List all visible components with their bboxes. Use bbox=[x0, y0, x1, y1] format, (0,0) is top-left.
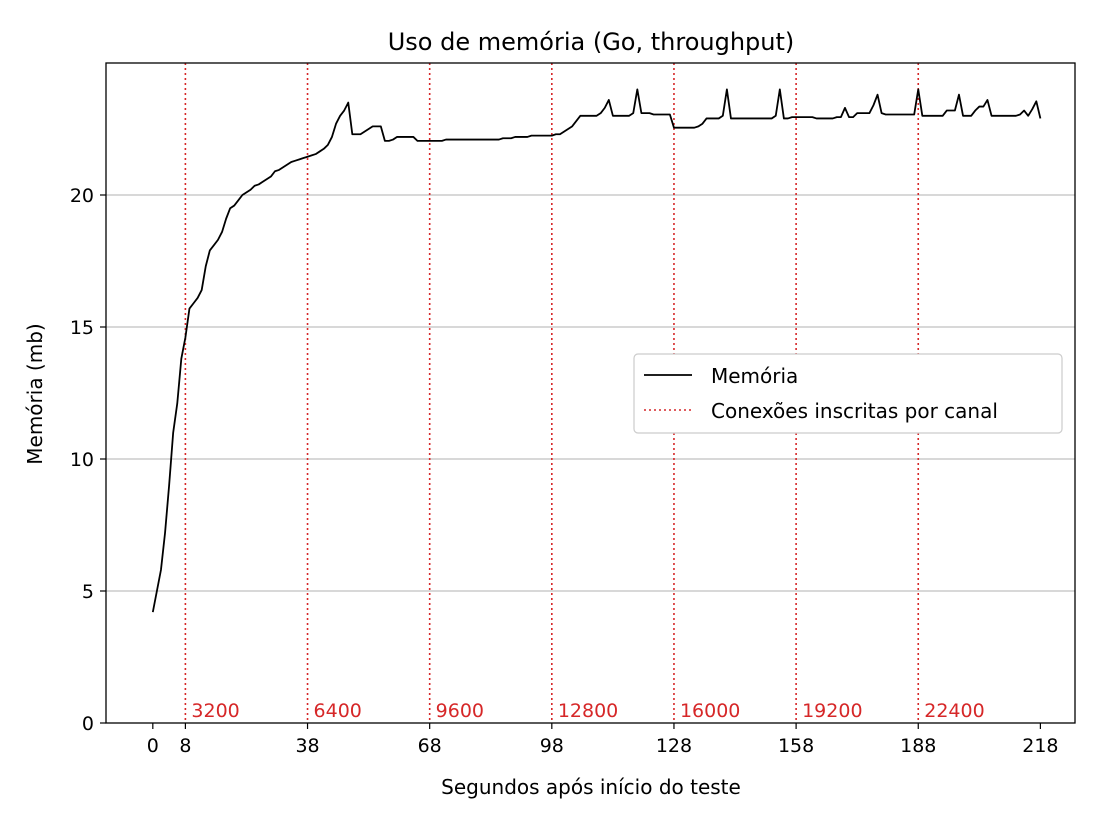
connections-marker-label: 19200 bbox=[802, 700, 862, 722]
x-tick-label: 0 bbox=[147, 735, 159, 757]
y-tick-label: 20 bbox=[70, 185, 94, 207]
y-tick-label: 15 bbox=[70, 317, 94, 339]
x-tick-label: 128 bbox=[656, 735, 692, 757]
x-tick-label: 38 bbox=[295, 735, 319, 757]
y-axis-label: Memória (mb) bbox=[23, 323, 47, 464]
x-tick-label: 8 bbox=[179, 735, 191, 757]
legend: Memória Conexões inscritas por canal bbox=[633, 353, 1063, 434]
plot-frame bbox=[105, 62, 1076, 724]
x-tick-label: 158 bbox=[778, 735, 814, 757]
x-tick-label: 98 bbox=[540, 735, 564, 757]
x-tick-label: 188 bbox=[900, 735, 936, 757]
y-tick-label: 5 bbox=[82, 581, 94, 603]
connections-marker-label: 9600 bbox=[436, 700, 484, 722]
legend-label: Memória bbox=[711, 364, 798, 388]
connections-marker-label: 12800 bbox=[558, 700, 618, 722]
legend-label: Conexões inscritas por canal bbox=[711, 399, 998, 423]
connections-marker-label: 22400 bbox=[924, 700, 984, 722]
x-tick-label: 218 bbox=[1022, 735, 1058, 757]
y-tick-label: 10 bbox=[70, 449, 94, 471]
x-axis-label: Segundos após início do teste bbox=[441, 775, 741, 799]
chart-title: Uso de memória (Go, throughput) bbox=[388, 28, 795, 56]
legend-box bbox=[633, 353, 1063, 434]
connections-marker-label: 6400 bbox=[314, 700, 362, 722]
memory-series-line bbox=[151, 88, 1042, 613]
connections-marker-label: 16000 bbox=[680, 700, 740, 722]
connections-marker-label: 3200 bbox=[191, 700, 239, 722]
y-tick-label: 0 bbox=[82, 713, 94, 735]
x-tick-label: 68 bbox=[418, 735, 442, 757]
